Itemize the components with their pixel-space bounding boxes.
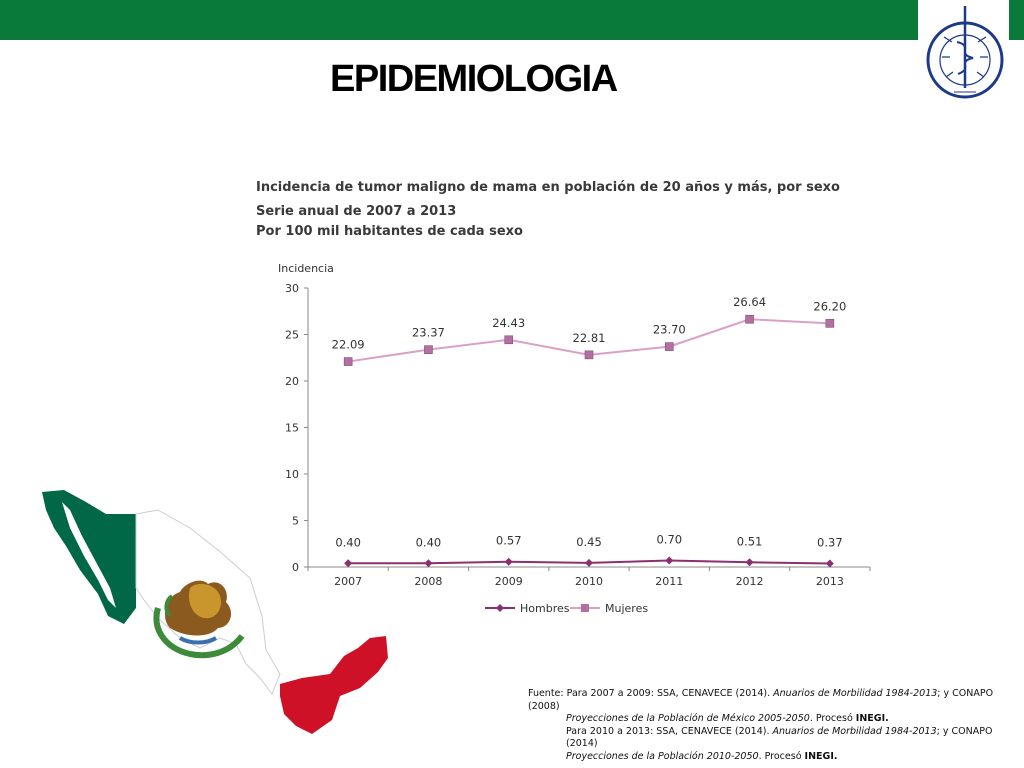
data-point-mujeres xyxy=(584,350,594,360)
data-point-hombres xyxy=(585,558,593,567)
y-axis-label: Incidencia xyxy=(278,262,334,275)
y-tick-label: 25 xyxy=(285,329,299,342)
data-label-hombres: 0.40 xyxy=(416,535,442,549)
x-tick-label: 2012 xyxy=(736,575,764,588)
source-line-2: Proyecciones de la Población de México 2… xyxy=(566,713,889,724)
data-label-mujeres: 22.81 xyxy=(573,331,606,345)
data-label-mujeres: 24.43 xyxy=(492,316,525,330)
legend-marker-hombres xyxy=(496,604,504,612)
x-tick-label: 2007 xyxy=(334,575,362,588)
data-point-hombres xyxy=(344,559,353,568)
line-chart: Incidencia 0 5 10 15 20 25 30 2007 2008 2009 2010 20… xyxy=(278,262,871,615)
source-line-4: Proyecciones de la Población 2010-2050. … xyxy=(566,750,838,762)
source-note: Fuente: Para 2007 a 2009: SSA, CENAVECE … xyxy=(528,688,1024,763)
data-label-hombres: 0.45 xyxy=(576,535,602,549)
data-label-mujeres: 23.37 xyxy=(412,326,445,340)
x-tick-label: 2011 xyxy=(655,575,683,588)
chart-units: Por 100 mil habitantes de cada sexo xyxy=(256,224,523,239)
x-tick-label: 2009 xyxy=(495,575,523,588)
source-line-1: Fuente: Para 2007 a 2009: SSA, CENAVECE … xyxy=(528,688,994,712)
data-point-mujeres xyxy=(664,342,674,351)
data-label-hombres: 0.51 xyxy=(737,534,763,548)
data-point-hombres xyxy=(745,558,754,567)
data-label-mujeres: 23.70 xyxy=(653,323,686,337)
legend-label-hombres: Hombres xyxy=(520,602,570,615)
data-point-mujeres xyxy=(424,345,433,354)
x-tick-label: 2008 xyxy=(414,575,442,588)
top-green-bar xyxy=(0,0,918,40)
data-point-mujeres xyxy=(504,335,514,345)
y-tick-label: 10 xyxy=(285,468,299,481)
chart-subtitle: Serie anual de 2007 a 2013 xyxy=(256,204,457,219)
coat-of-arms-icon xyxy=(153,580,245,659)
data-point-hombres xyxy=(825,559,834,568)
legend-marker-mujeres xyxy=(581,604,589,612)
mexico-map-flag-graphic xyxy=(42,490,388,734)
data-label-hombres: 0.40 xyxy=(335,535,361,549)
y-tick-label: 15 xyxy=(285,422,299,435)
y-tick-label: 5 xyxy=(292,515,299,528)
y-tick-label: 0 xyxy=(292,561,299,574)
legend-label-mujeres: Mujeres xyxy=(605,602,648,615)
data-label-mujeres: 26.20 xyxy=(813,299,846,313)
source-line-3: Para 2010 a 2013: SSA, CENAVECE (2014). … xyxy=(566,725,993,750)
y-tick-label: 30 xyxy=(285,282,299,295)
data-label-hombres: 0.37 xyxy=(817,536,843,550)
data-label-mujeres: 26.64 xyxy=(733,295,766,309)
data-label-hombres: 0.70 xyxy=(656,532,682,546)
data-point-mujeres xyxy=(343,357,353,366)
x-tick-label: 2013 xyxy=(816,575,844,588)
data-point-hombres xyxy=(665,556,674,565)
chart-title: Incidencia de tumor maligno de mama en p… xyxy=(256,180,840,195)
data-label-mujeres: 22.09 xyxy=(332,338,365,352)
data-label-hombres: 0.57 xyxy=(496,534,522,548)
data-point-hombres xyxy=(504,557,513,566)
x-tick-label: 2010 xyxy=(575,575,603,588)
data-point-hombres xyxy=(424,559,433,568)
top-green-bar-right xyxy=(1009,0,1024,40)
y-tick-label: 20 xyxy=(285,375,299,388)
data-point-mujeres xyxy=(825,319,835,328)
data-point-mujeres xyxy=(745,314,754,324)
institute-logo xyxy=(926,6,1004,99)
slide-title: EPIDEMIOLOGIA xyxy=(330,58,618,100)
